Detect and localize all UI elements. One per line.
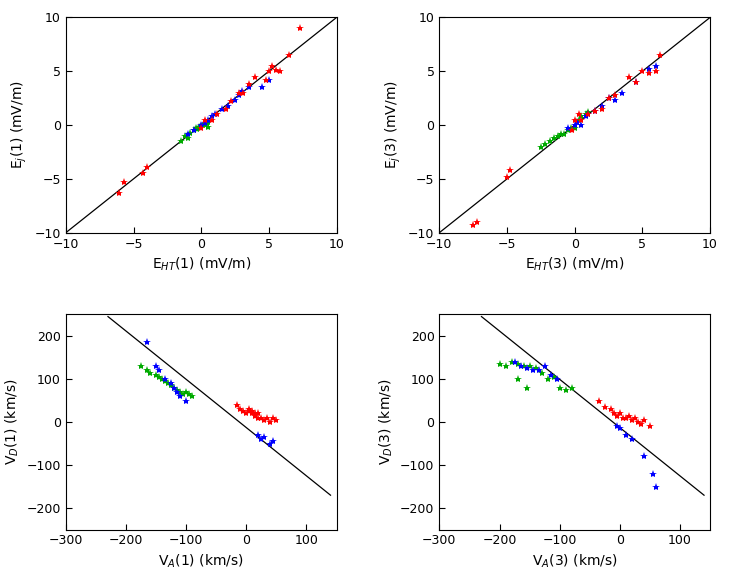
X-axis label: E$_{HT}$(1) (mV/m): E$_{HT}$(1) (mV/m) bbox=[152, 256, 251, 274]
Y-axis label: V$_D$(1) (km/s): V$_D$(1) (km/s) bbox=[4, 379, 21, 466]
X-axis label: V$_A$(3) (km/s): V$_A$(3) (km/s) bbox=[532, 553, 618, 570]
Y-axis label: E$_j$(1) (mV/m): E$_j$(1) (mV/m) bbox=[10, 81, 29, 169]
X-axis label: V$_A$(1) (km/s): V$_A$(1) (km/s) bbox=[158, 553, 244, 570]
Y-axis label: V$_D$(3) (km/s): V$_D$(3) (km/s) bbox=[377, 379, 395, 466]
Y-axis label: E$_j$(3) (mV/m): E$_j$(3) (mV/m) bbox=[384, 81, 403, 169]
X-axis label: E$_{HT}$(3) (mV/m): E$_{HT}$(3) (mV/m) bbox=[525, 256, 624, 274]
